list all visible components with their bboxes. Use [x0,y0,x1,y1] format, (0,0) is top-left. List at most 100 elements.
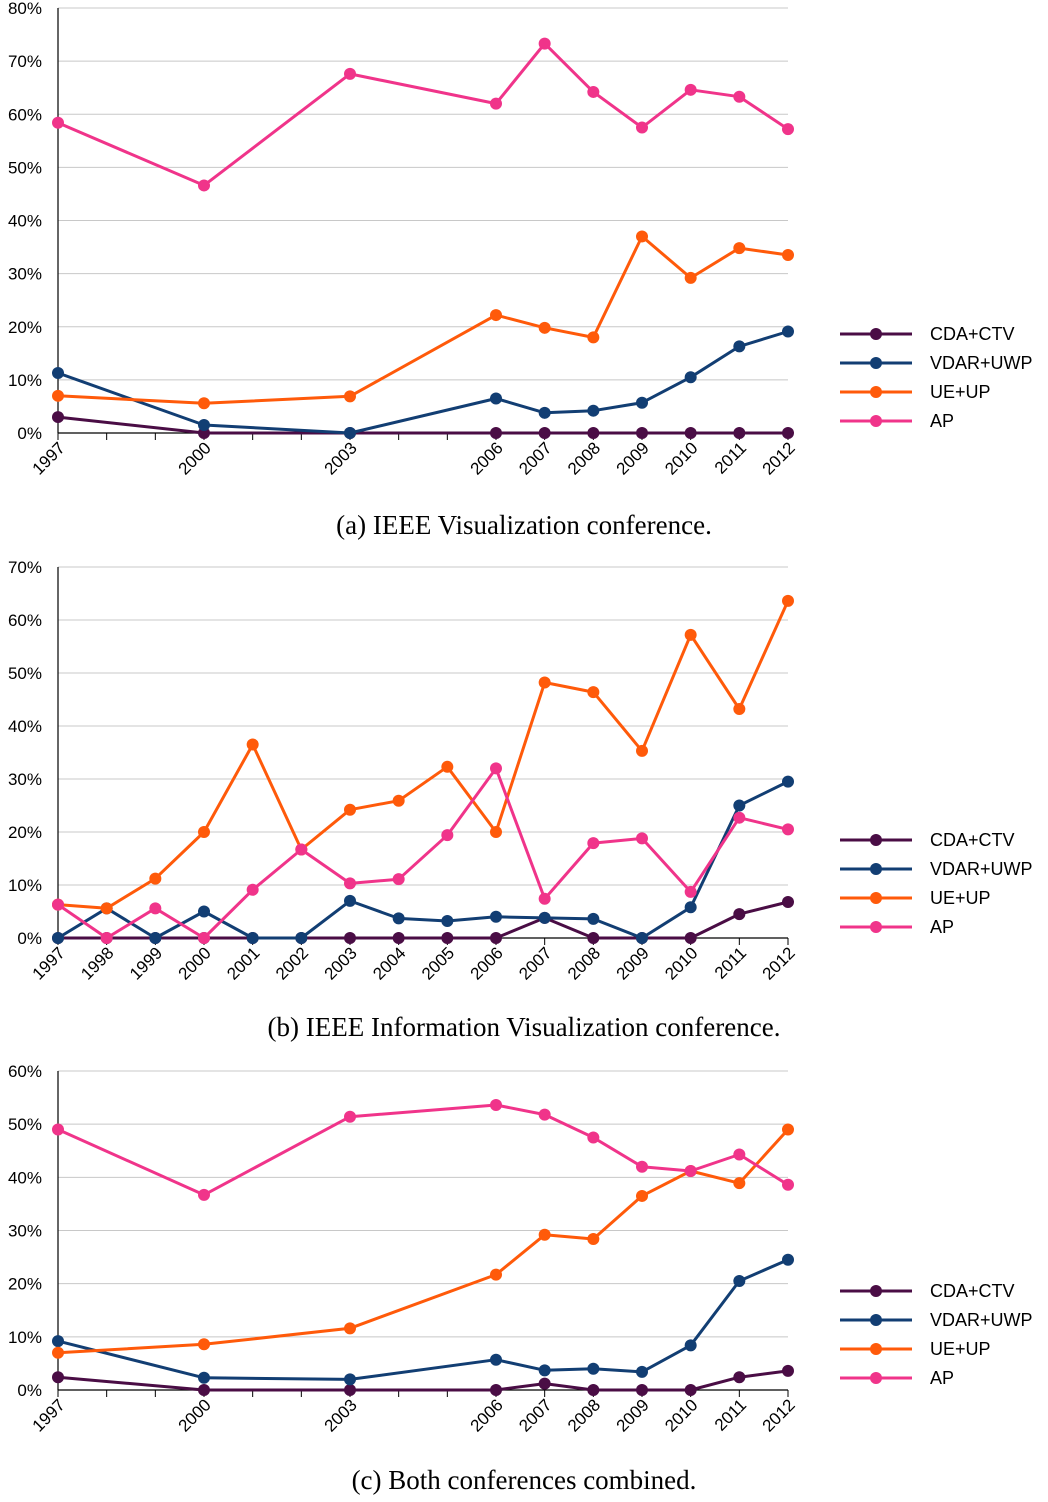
data-point [587,1233,600,1246]
data-point [198,419,210,432]
data-point [490,1268,502,1281]
x-tick-label: 2003 [321,438,361,478]
series-line-cda-ctv [58,900,789,940]
data-point [782,427,794,439]
legend-label: CDA+CTV [930,830,1015,850]
data-point [490,392,502,405]
data-point [733,703,746,716]
data-point [198,905,210,918]
data-point [684,371,697,384]
x-tick-label: 2011 [711,1395,750,1434]
x-tick-label: 2007 [515,943,555,983]
data-point [538,37,551,50]
x-tick-label: 2000 [175,438,215,478]
data-point [733,1275,746,1288]
legend-marker [870,1343,882,1355]
y-tick-label: 20% [8,1275,42,1294]
y-tick-label: 60% [8,105,42,124]
data-point [392,873,405,886]
data-point [636,396,648,409]
x-tick-label: 2009 [613,943,653,983]
data-point [392,932,405,944]
series-line-ue-up [57,234,789,405]
x-tick-label: 1999 [126,943,166,983]
series-line-ue-up [57,1128,790,1355]
x-tick-label: 2007 [515,1395,555,1435]
data-point [782,823,794,836]
x-tick-label: 2009 [613,438,653,478]
legend-label: VDAR+UWP [930,1310,1033,1330]
data-point [490,910,502,923]
y-tick-label: 30% [8,265,42,284]
data-point [538,406,551,419]
data-point [538,1108,551,1121]
data-point [782,325,794,338]
data-point [100,932,113,944]
data-point [52,1346,64,1359]
legend-marker [870,386,882,398]
x-tick-label: 2010 [661,943,701,983]
data-point [490,1099,502,1112]
x-tick-label: 2005 [418,943,458,983]
data-point [684,271,697,284]
data-point [684,932,697,944]
data-point [684,885,697,898]
data-point [587,1362,600,1375]
data-point [684,427,697,439]
y-tick-label: 40% [8,717,42,736]
legend-marker [870,1314,882,1326]
data-point [684,901,697,914]
data-point [344,390,356,403]
data-point [733,90,746,103]
data-point [684,1164,697,1177]
x-tick-label: 2011 [711,438,750,477]
chart-2: 0%10%20%30%40%50%60%70%1997 1998 1999 2000 2… [8,558,1033,1042]
data-point [782,123,794,136]
data-point [52,1371,64,1384]
x-tick-label: 2009 [613,1395,653,1435]
y-tick-label: 10% [8,876,42,895]
legend-label: CDA+CTV [930,1281,1015,1301]
x-tick-label: 2007 [515,438,555,478]
data-point [441,915,454,928]
data-point [490,826,502,838]
data-point [52,1335,64,1348]
data-point [344,427,356,439]
data-point [587,932,600,944]
series-line-ap [57,766,789,940]
data-point [587,427,600,439]
figure-caption: (b) IEEE Information Visualization confe… [268,1012,781,1042]
data-point [52,366,64,379]
x-tick-label: 2010 [661,438,701,478]
data-point [636,230,648,243]
x-tick-label: 2012 [759,943,799,983]
data-point [52,1123,64,1136]
chart-1: 0% 10% 20% 30% 40% 50% 60% 70% 80% 1997 2000 2003 20… [8,0,1033,540]
x-tick-label: 2006 [467,943,507,983]
legend-label: AP [930,1368,954,1388]
data-point [344,1384,356,1396]
data-point [733,1371,746,1384]
legend-label: CDA+CTV [930,324,1015,344]
data-point [538,892,551,905]
y-tick-label: 70% [8,558,42,577]
legend-marker [870,357,882,369]
data-point [782,594,794,607]
data-point [733,799,746,812]
legend-label: UE+UP [930,888,991,908]
data-point [538,427,551,439]
data-point [587,1384,600,1396]
x-tick-label: 2008 [564,943,604,983]
data-point [684,1384,697,1396]
data-point [636,1365,648,1378]
legend: CDA+CTV VDAR+UWP UE+UP AP [840,830,1033,937]
y-tick-label: 50% [8,664,42,683]
y-tick-label: 0% [17,424,42,443]
data-point [441,760,454,773]
data-point [52,116,64,129]
data-point [198,1371,210,1384]
data-point [490,309,502,322]
data-point [198,1384,210,1396]
data-point [782,775,794,788]
